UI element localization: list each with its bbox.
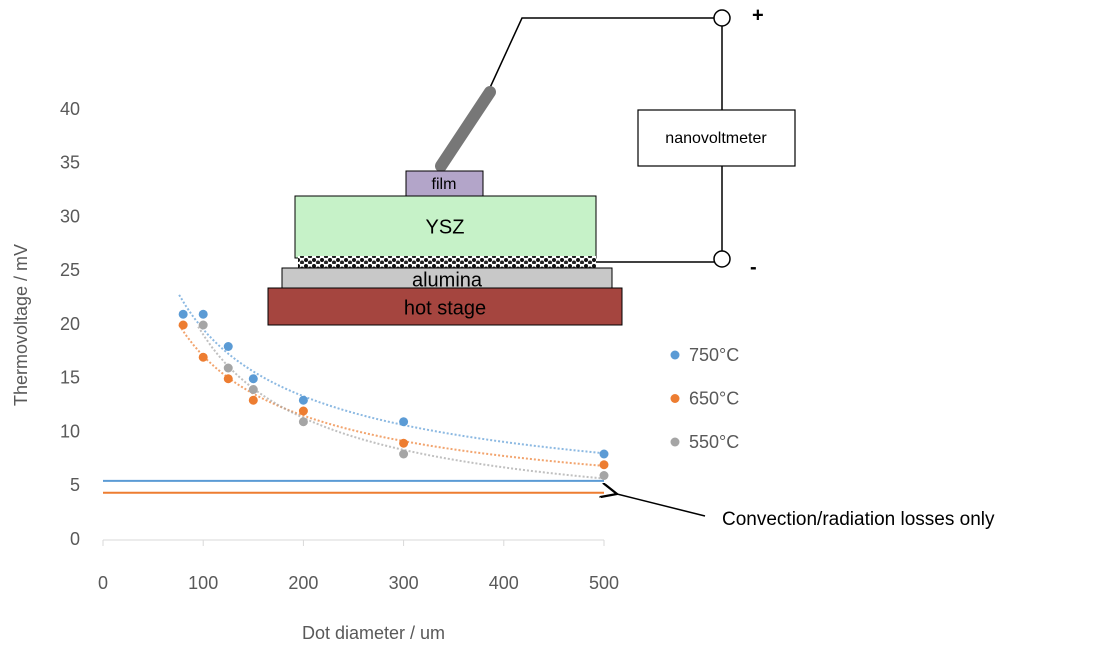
ysz-layer (294, 195, 597, 259)
y-tick-label: 10 (60, 421, 80, 441)
point (198, 320, 208, 330)
chart: 0 100 200 300 400 500 0 5 10 15 20 25 30 35 40 Dot diam… (11, 99, 995, 643)
point (298, 406, 308, 416)
trendline (178, 324, 605, 467)
x-tick-label: 300 (389, 573, 419, 593)
legend-marker (670, 350, 680, 360)
annotation-arrow (617, 494, 706, 517)
film-label: film (432, 176, 457, 193)
point (599, 449, 609, 459)
point (599, 471, 609, 480)
y-tick-label: 0 (70, 529, 80, 549)
wire (487, 17, 714, 93)
legend-marker (670, 394, 680, 403)
alumina-label: alumina (412, 269, 483, 291)
diagram: nanovoltmeter + - film YSZ alumina hot s… (267, 4, 796, 326)
y-axis-label: Thermovoltage / mV (11, 244, 31, 406)
point (248, 385, 258, 394)
terminal (713, 9, 731, 27)
legend-label: 650°C (689, 388, 739, 408)
y-tick-label: 15 (60, 368, 80, 388)
point (223, 342, 233, 351)
probe (435, 86, 496, 172)
x-tick-label: 200 (288, 573, 318, 593)
annotation: Convection/radiation losses only (722, 509, 995, 530)
y-tick-label: 20 (60, 314, 80, 334)
x-axis-label: Dot diameter / um (302, 623, 445, 643)
point (198, 309, 208, 319)
legend-label: 750°C (689, 345, 739, 365)
point (298, 395, 308, 405)
ysz-label: YSZ (426, 216, 465, 238)
point (399, 449, 409, 459)
hot-stage-label: hot stage (404, 297, 486, 319)
point (248, 395, 258, 405)
meter-box (637, 109, 796, 167)
x-tick-label: 0 (98, 573, 108, 593)
point (223, 374, 233, 384)
point (248, 374, 258, 384)
point (399, 438, 409, 448)
point (178, 320, 188, 330)
y-tick-label: 35 (60, 153, 80, 173)
trendline (197, 326, 605, 480)
minus-label: - (750, 256, 757, 278)
point (599, 460, 609, 470)
x-tick-label: 400 (489, 573, 519, 593)
plus-label: + (752, 4, 764, 26)
legend-label: 550°C (689, 432, 739, 452)
terminal (713, 250, 731, 268)
meter-label: nanovoltmeter (665, 130, 767, 147)
electrode-layer (298, 256, 596, 268)
point (399, 417, 409, 427)
point (198, 352, 208, 362)
x-tick-label: 100 (188, 573, 218, 593)
y-tick-label: 5 (70, 475, 80, 495)
x-tick-label: 500 (589, 573, 619, 593)
film-layer (405, 170, 484, 197)
point (298, 417, 308, 427)
point (178, 309, 188, 319)
y-tick-label: 25 (60, 260, 80, 280)
hot-stage (267, 287, 623, 326)
legend-marker (670, 437, 680, 447)
y-tick-label: 30 (60, 206, 80, 226)
y-tick-label: 40 (60, 99, 80, 119)
point (223, 363, 233, 373)
